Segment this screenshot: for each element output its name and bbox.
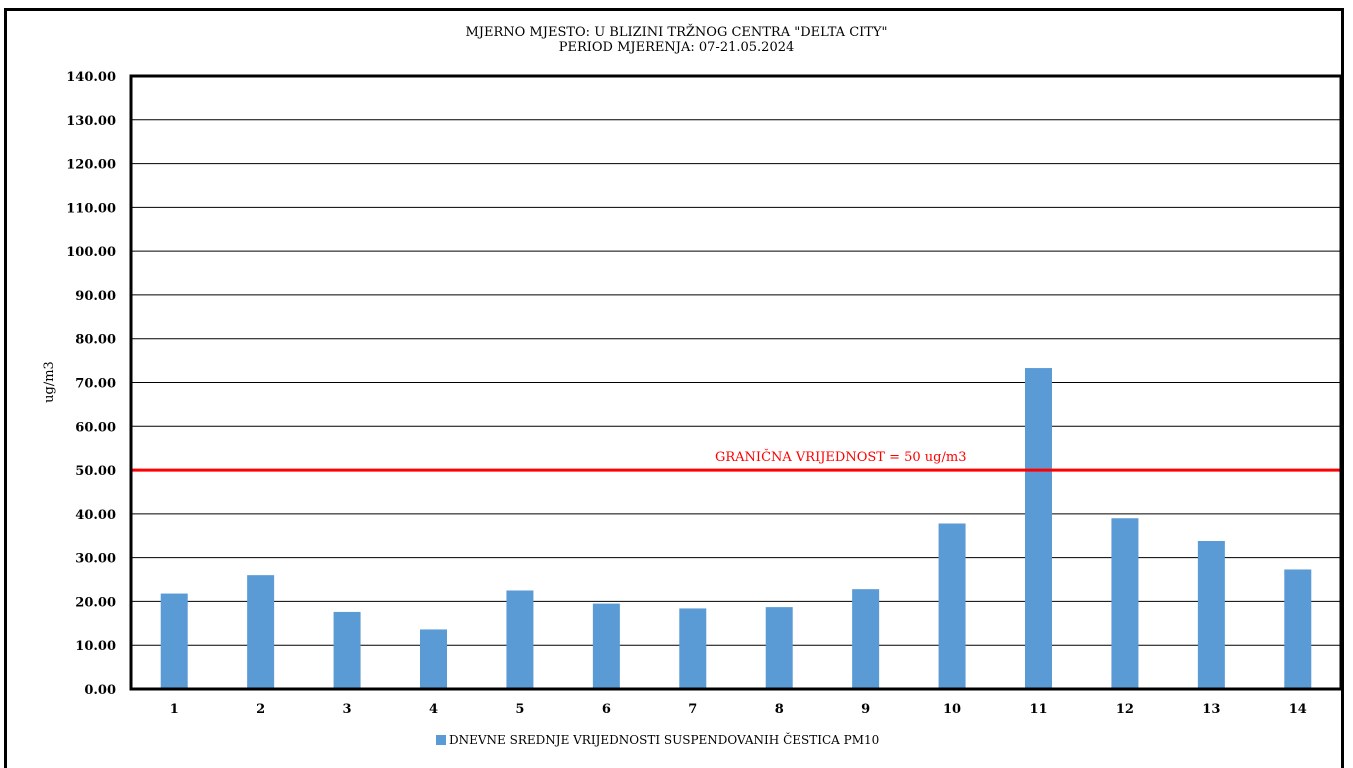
x-tick-label: 12 bbox=[1116, 702, 1134, 717]
x-tick-label: 14 bbox=[1289, 702, 1307, 717]
bar bbox=[679, 608, 707, 689]
bar bbox=[938, 523, 966, 689]
threshold-group: GRANIČNA VRIJEDNOST = 50 ug/m3 bbox=[131, 448, 1341, 472]
y-tick-label: 30.00 bbox=[75, 552, 116, 567]
bar bbox=[1284, 569, 1312, 689]
y-tick-label: 80.00 bbox=[75, 333, 116, 348]
legend-label: DNEVNE SREDNJE VRIJEDNOSTI SUSPENDOVANIH… bbox=[449, 733, 880, 747]
x-axis-ticks: 1 2 3 4 5 6 7 8 9 10 11 12 13 14 bbox=[170, 702, 1307, 717]
legend-swatch bbox=[436, 735, 446, 745]
bar bbox=[1111, 518, 1139, 689]
y-tick-label: 20.00 bbox=[75, 595, 116, 610]
y-axis-label: ug/m3 bbox=[42, 361, 57, 403]
x-tick-label: 10 bbox=[943, 702, 961, 717]
y-tick-label: 60.00 bbox=[75, 420, 116, 435]
bar bbox=[420, 629, 447, 689]
chart-title: MJERNO MJESTO: U BLIZINI TRŽNOG CENTRA "… bbox=[465, 25, 888, 40]
bar bbox=[765, 607, 793, 689]
y-tick-label: 110.00 bbox=[66, 201, 116, 216]
y-tick-label: 50.00 bbox=[75, 464, 116, 479]
bar bbox=[592, 603, 620, 689]
x-tick-label: 2 bbox=[256, 702, 265, 717]
bar bbox=[333, 611, 361, 689]
x-tick-label: 8 bbox=[775, 702, 784, 717]
x-tick-label: 3 bbox=[343, 702, 352, 717]
x-tick-label: 9 bbox=[861, 702, 870, 717]
legend: DNEVNE SREDNJE VRIJEDNOSTI SUSPENDOVANIH… bbox=[436, 733, 879, 747]
x-tick-label: 11 bbox=[1029, 702, 1047, 717]
bar bbox=[160, 593, 188, 689]
gridlines bbox=[131, 119, 1341, 646]
y-tick-label: 120.00 bbox=[66, 158, 116, 173]
y-tick-label: 90.00 bbox=[75, 289, 116, 304]
plot-area-border bbox=[129, 74, 1343, 691]
y-tick-label: 100.00 bbox=[66, 245, 116, 260]
y-tick-label: 40.00 bbox=[75, 508, 116, 523]
bar bbox=[1025, 368, 1052, 689]
x-tick-label: 1 bbox=[170, 702, 179, 717]
chart-subtitle: PERIOD MJERENJA: 07-21.05.2024 bbox=[558, 40, 795, 55]
y-tick-label: 130.00 bbox=[66, 114, 116, 129]
y-tick-label: 0.00 bbox=[84, 683, 116, 698]
y-tick-label: 10.00 bbox=[75, 639, 116, 654]
bar bbox=[506, 590, 534, 689]
bars bbox=[160, 368, 1312, 689]
bar bbox=[247, 575, 275, 689]
x-tick-label: 6 bbox=[602, 702, 611, 717]
y-tick-label: 140.00 bbox=[66, 70, 116, 85]
bar bbox=[1197, 541, 1225, 689]
x-tick-label: 7 bbox=[688, 702, 697, 717]
bar bbox=[852, 589, 880, 689]
x-tick-label: 5 bbox=[515, 702, 524, 717]
threshold-label: GRANIČNA VRIJEDNOST = 50 ug/m3 bbox=[715, 448, 966, 465]
x-tick-label: 4 bbox=[429, 702, 438, 717]
y-axis-ticks: 0.00 10.00 20.00 30.00 40.00 50.00 60.00 70.00 8… bbox=[66, 70, 116, 698]
x-tick-label: 13 bbox=[1202, 702, 1220, 717]
y-tick-label: 70.00 bbox=[75, 377, 116, 392]
